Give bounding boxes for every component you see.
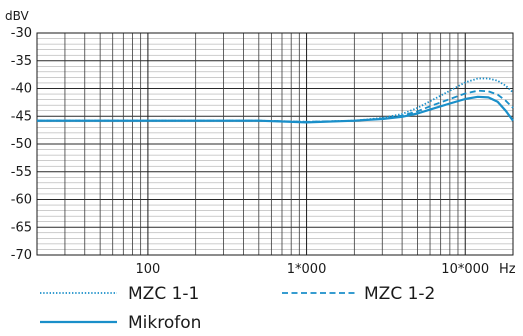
- series-line-mzc-1-1: [37, 77, 514, 123]
- y-axis-unit-label: dBV: [5, 9, 29, 23]
- series-lines: [37, 77, 514, 124]
- legend-label-mzc-1-1: MZC 1-1: [128, 284, 199, 304]
- y-tick-labels: -30 -35 -40 -45 -50 -55 -60 -65 -70: [11, 26, 32, 263]
- y-tick-label: -65: [11, 220, 32, 235]
- legend: MZC 1-1 MZC 1-2 Mikrofon: [40, 284, 435, 333]
- x-tick-labels: 100 1*000 10*000: [135, 262, 489, 277]
- plot-frame: [36, 32, 514, 256]
- x-axis-unit-label: Hz: [499, 262, 516, 277]
- y-tick-label: -60: [11, 193, 32, 208]
- series-line-mzc-1-2: [37, 89, 514, 123]
- legend-label-mikrofon: Mikrofon: [128, 313, 201, 333]
- y-tick-label: -45: [11, 109, 32, 124]
- legend-label-mzc-1-2: MZC 1-2: [364, 284, 435, 304]
- y-tick-label: -55: [11, 165, 32, 180]
- y-tick-label: -40: [11, 82, 32, 97]
- grid: [36, 32, 514, 256]
- y-tick-label: -30: [11, 26, 32, 41]
- x-tick-label: 10*000: [441, 262, 489, 277]
- x-tick-label: 100: [135, 262, 160, 277]
- x-tick-label: 1*000: [287, 262, 327, 277]
- series-line-mikrofon: [37, 95, 514, 124]
- y-tick-label: -70: [11, 248, 32, 263]
- y-tick-label: -50: [11, 137, 32, 152]
- y-tick-label: -35: [11, 54, 32, 69]
